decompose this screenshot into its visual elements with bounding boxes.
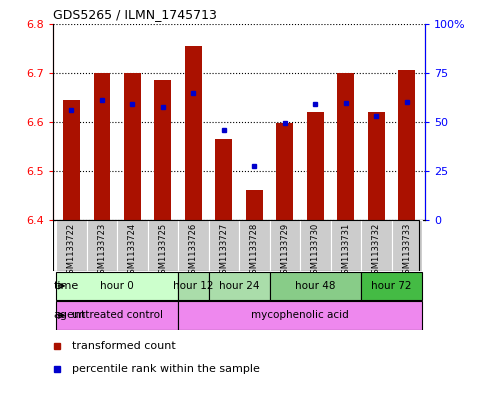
Bar bbox=[124, 73, 141, 220]
Bar bbox=[361, 272, 422, 300]
Bar bbox=[178, 272, 209, 300]
Bar bbox=[56, 301, 178, 329]
Bar bbox=[178, 220, 209, 271]
Bar bbox=[392, 220, 422, 271]
Bar bbox=[368, 112, 384, 220]
Bar bbox=[338, 73, 354, 220]
Text: hour 72: hour 72 bbox=[371, 281, 412, 291]
Text: GSM1133728: GSM1133728 bbox=[250, 222, 259, 279]
Bar bbox=[307, 112, 324, 220]
Bar bbox=[155, 80, 171, 220]
Bar bbox=[56, 220, 86, 271]
Bar bbox=[330, 220, 361, 271]
Text: transformed count: transformed count bbox=[72, 341, 175, 351]
Bar bbox=[178, 301, 422, 329]
Bar bbox=[185, 46, 202, 220]
Text: GSM1133725: GSM1133725 bbox=[158, 222, 168, 279]
Bar bbox=[300, 220, 330, 271]
Text: GSM1133733: GSM1133733 bbox=[402, 222, 411, 279]
Text: GSM1133729: GSM1133729 bbox=[280, 222, 289, 279]
Bar bbox=[56, 272, 178, 300]
Text: GSM1133731: GSM1133731 bbox=[341, 222, 350, 279]
Bar bbox=[215, 139, 232, 220]
Bar bbox=[86, 220, 117, 271]
Text: GSM1133727: GSM1133727 bbox=[219, 222, 228, 279]
Text: GSM1133722: GSM1133722 bbox=[67, 222, 76, 279]
Text: hour 12: hour 12 bbox=[173, 281, 213, 291]
Text: GDS5265 / ILMN_1745713: GDS5265 / ILMN_1745713 bbox=[53, 8, 217, 21]
Text: GSM1133726: GSM1133726 bbox=[189, 222, 198, 279]
Text: GSM1133730: GSM1133730 bbox=[311, 222, 320, 279]
Bar bbox=[148, 220, 178, 271]
Text: agent: agent bbox=[54, 310, 86, 320]
Bar bbox=[361, 220, 392, 271]
Bar bbox=[270, 272, 361, 300]
Text: time: time bbox=[54, 281, 79, 291]
Bar bbox=[209, 272, 270, 300]
Bar bbox=[276, 123, 293, 220]
Bar bbox=[246, 190, 263, 220]
Text: GSM1133723: GSM1133723 bbox=[98, 222, 106, 279]
Bar bbox=[209, 220, 239, 271]
Text: hour 0: hour 0 bbox=[100, 281, 134, 291]
Bar bbox=[398, 70, 415, 220]
Bar bbox=[94, 73, 110, 220]
Text: hour 24: hour 24 bbox=[219, 281, 259, 291]
Text: untreated control: untreated control bbox=[71, 310, 163, 320]
Bar bbox=[239, 220, 270, 271]
Text: mycophenolic acid: mycophenolic acid bbox=[251, 310, 349, 320]
Text: GSM1133724: GSM1133724 bbox=[128, 222, 137, 279]
Text: percentile rank within the sample: percentile rank within the sample bbox=[72, 364, 259, 375]
Text: hour 48: hour 48 bbox=[295, 281, 336, 291]
Bar bbox=[63, 100, 80, 220]
Text: GSM1133732: GSM1133732 bbox=[372, 222, 381, 279]
Bar bbox=[270, 220, 300, 271]
Bar bbox=[117, 220, 148, 271]
